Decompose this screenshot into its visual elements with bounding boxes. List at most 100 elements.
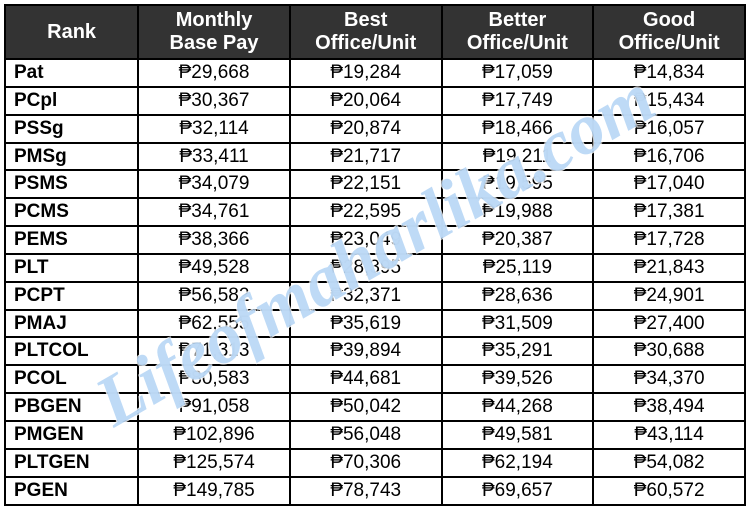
cell-best: ₱20,874 — [290, 115, 442, 143]
cell-best: ₱22,595 — [290, 198, 442, 226]
cell-good: ₱16,057 — [593, 115, 745, 143]
cell-rank: PCpl — [5, 87, 138, 115]
cell-better: ₱69,657 — [442, 477, 594, 505]
cell-best: ₱50,042 — [290, 393, 442, 421]
cell-rank: PMGEN — [5, 421, 138, 449]
cell-good: ₱30,688 — [593, 337, 745, 365]
cell-best: ₱22,151 — [290, 170, 442, 198]
cell-better: ₱17,749 — [442, 87, 594, 115]
table-row: PCPT₱56,582₱32,371₱28,636₱24,901 — [5, 282, 745, 310]
cell-rank: PLT — [5, 254, 138, 282]
table-row: PLTCOL₱71,313₱39,894₱35,291₱30,688 — [5, 337, 745, 365]
cell-best: ₱70,306 — [290, 449, 442, 477]
cell-rank: PCPT — [5, 282, 138, 310]
table-row: PCOL₱80,583₱44,681₱39,526₱34,370 — [5, 365, 745, 393]
cell-basepay: ₱49,528 — [138, 254, 290, 282]
cell-better: ₱18,466 — [442, 115, 594, 143]
cell-good: ₱14,834 — [593, 59, 745, 87]
cell-rank: PLTGEN — [5, 449, 138, 477]
cell-good: ₱54,082 — [593, 449, 745, 477]
cell-best: ₱21,717 — [290, 143, 442, 171]
cell-rank: PCOL — [5, 365, 138, 393]
table-row: PMGEN₱102,896₱56,048₱49,581₱43,114 — [5, 421, 745, 449]
table-row: Pat₱29,668₱19,284₱17,059₱14,834 — [5, 59, 745, 87]
pay-table: Rank MonthlyBase Pay BestOffice/Unit Bet… — [4, 4, 746, 506]
cell-better: ₱28,636 — [442, 282, 594, 310]
cell-better: ₱19,988 — [442, 198, 594, 226]
cell-best: ₱44,681 — [290, 365, 442, 393]
table-row: PMAJ₱62,555₱35,619₱31,509₱27,400 — [5, 310, 745, 338]
cell-good: ₱38,494 — [593, 393, 745, 421]
cell-good: ₱17,040 — [593, 170, 745, 198]
cell-rank: PCMS — [5, 198, 138, 226]
cell-rank: PSMS — [5, 170, 138, 198]
cell-basepay: ₱29,668 — [138, 59, 290, 87]
cell-best: ₱32,371 — [290, 282, 442, 310]
pay-table-container: Rank MonthlyBase Pay BestOffice/Unit Bet… — [0, 0, 750, 500]
col-header-rank: Rank — [5, 5, 138, 59]
table-row: PCMS₱34,761₱22,595₱19,988₱17,381 — [5, 198, 745, 226]
cell-good: ₱60,572 — [593, 477, 745, 505]
cell-basepay: ₱38,366 — [138, 226, 290, 254]
col-header-best: BestOffice/Unit — [290, 5, 442, 59]
cell-better: ₱25,119 — [442, 254, 594, 282]
col-header-good: GoodOffice/Unit — [593, 5, 745, 59]
cell-best: ₱20,064 — [290, 87, 442, 115]
cell-best: ₱28,395 — [290, 254, 442, 282]
col-header-basepay: MonthlyBase Pay — [138, 5, 290, 59]
cell-basepay: ₱71,313 — [138, 337, 290, 365]
cell-better: ₱35,291 — [442, 337, 594, 365]
cell-basepay: ₱91,058 — [138, 393, 290, 421]
cell-basepay: ₱80,583 — [138, 365, 290, 393]
cell-best: ₱56,048 — [290, 421, 442, 449]
table-row: PLTGEN₱125,574₱70,306₱62,194₱54,082 — [5, 449, 745, 477]
cell-better: ₱62,194 — [442, 449, 594, 477]
cell-good: ₱24,901 — [593, 282, 745, 310]
cell-rank: PEMS — [5, 226, 138, 254]
cell-basepay: ₱125,574 — [138, 449, 290, 477]
table-row: PBGEN₱91,058₱50,042₱44,268₱38,494 — [5, 393, 745, 421]
cell-good: ₱17,728 — [593, 226, 745, 254]
cell-basepay: ₱149,785 — [138, 477, 290, 505]
cell-good: ₱16,706 — [593, 143, 745, 171]
cell-good: ₱43,114 — [593, 421, 745, 449]
cell-rank: PLTCOL — [5, 337, 138, 365]
cell-basepay: ₱62,555 — [138, 310, 290, 338]
cell-best: ₱35,619 — [290, 310, 442, 338]
cell-basepay: ₱102,896 — [138, 421, 290, 449]
cell-good: ₱27,400 — [593, 310, 745, 338]
cell-basepay: ₱34,079 — [138, 170, 290, 198]
cell-basepay: ₱30,367 — [138, 87, 290, 115]
cell-better: ₱19,211 — [442, 143, 594, 171]
table-row: PEMS₱38,366₱23,049₱20,387₱17,728 — [5, 226, 745, 254]
table-header: Rank MonthlyBase Pay BestOffice/Unit Bet… — [5, 5, 745, 59]
cell-basepay: ₱32,114 — [138, 115, 290, 143]
table-row: PSMS₱34,079₱22,151₱19,595₱17,040 — [5, 170, 745, 198]
cell-rank: PBGEN — [5, 393, 138, 421]
cell-better: ₱17,059 — [442, 59, 594, 87]
cell-better: ₱44,268 — [442, 393, 594, 421]
cell-better: ₱31,509 — [442, 310, 594, 338]
table-row: PGEN₱149,785₱78,743₱69,657₱60,572 — [5, 477, 745, 505]
cell-best: ₱19,284 — [290, 59, 442, 87]
cell-best: ₱23,049 — [290, 226, 442, 254]
cell-good: ₱17,381 — [593, 198, 745, 226]
table-row: PCpl₱30,367₱20,064₱17,749₱15,434 — [5, 87, 745, 115]
table-body: Pat₱29,668₱19,284₱17,059₱14,834PCpl₱30,3… — [5, 59, 745, 505]
cell-better: ₱19,595 — [442, 170, 594, 198]
cell-basepay: ₱34,761 — [138, 198, 290, 226]
cell-better: ₱20,387 — [442, 226, 594, 254]
table-row: PMSg₱33,411₱21,717₱19,211₱16,706 — [5, 143, 745, 171]
table-row: PSSg₱32,114₱20,874₱18,466₱16,057 — [5, 115, 745, 143]
cell-rank: PMSg — [5, 143, 138, 171]
cell-rank: PSSg — [5, 115, 138, 143]
cell-basepay: ₱56,582 — [138, 282, 290, 310]
cell-better: ₱39,526 — [442, 365, 594, 393]
cell-best: ₱39,894 — [290, 337, 442, 365]
cell-best: ₱78,743 — [290, 477, 442, 505]
cell-good: ₱21,843 — [593, 254, 745, 282]
cell-basepay: ₱33,411 — [138, 143, 290, 171]
cell-good: ₱15,434 — [593, 87, 745, 115]
col-header-better: BetterOffice/Unit — [442, 5, 594, 59]
cell-rank: PGEN — [5, 477, 138, 505]
